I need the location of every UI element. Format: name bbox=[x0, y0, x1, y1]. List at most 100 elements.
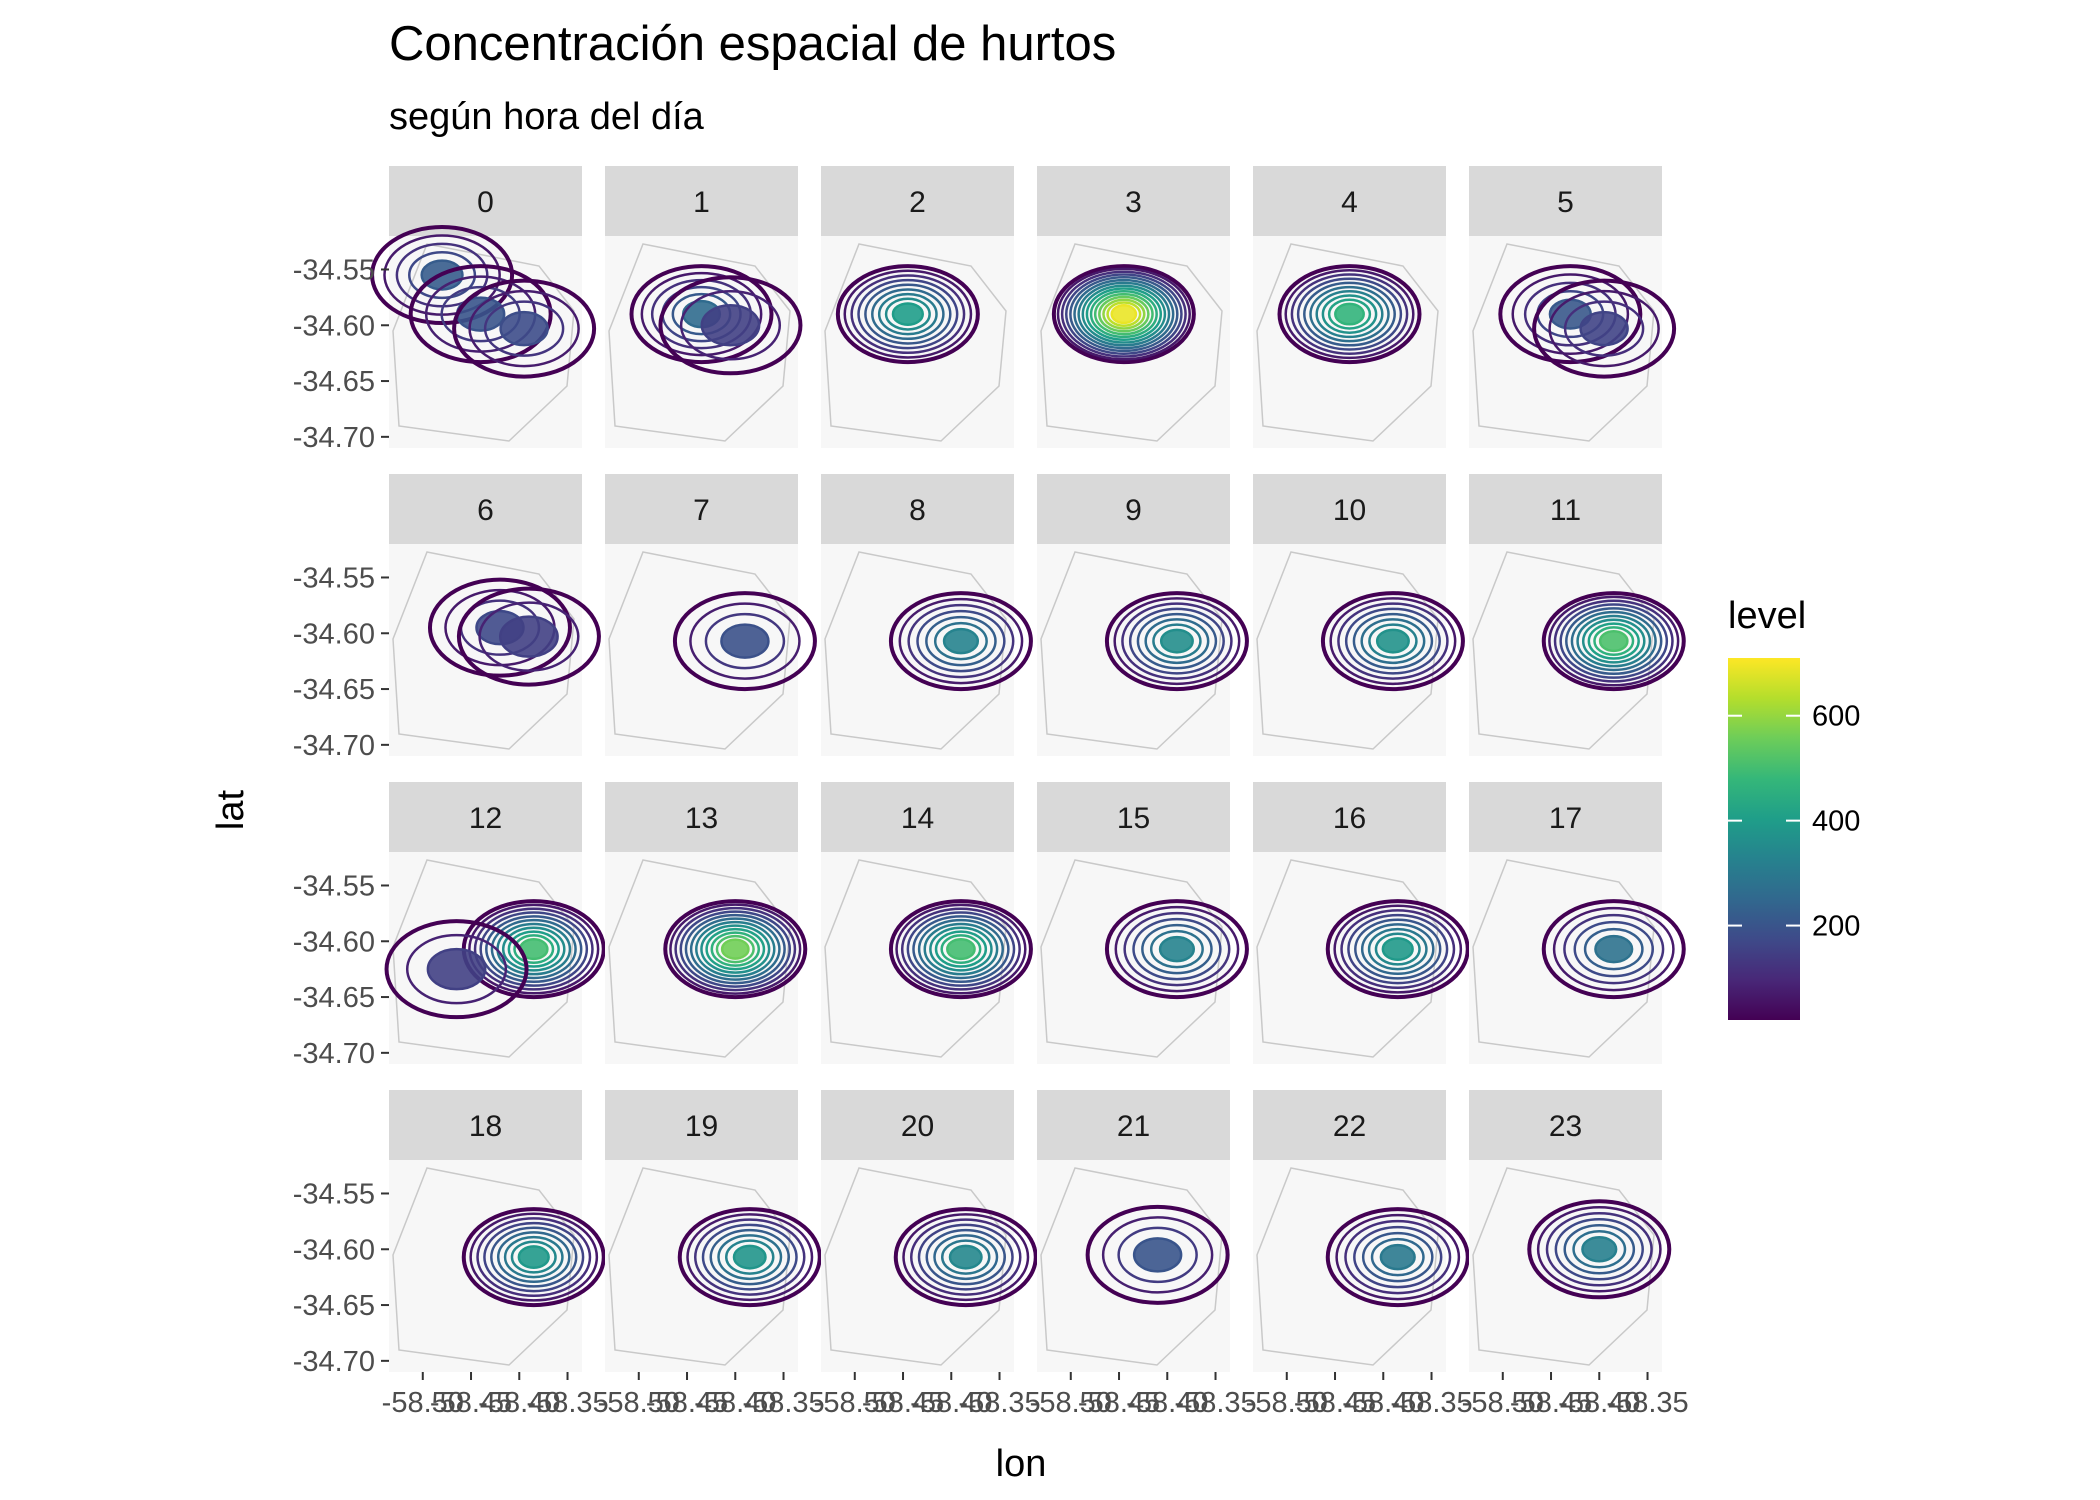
basemap-outline bbox=[1256, 243, 1439, 442]
contour-line bbox=[1159, 628, 1194, 654]
contour-line bbox=[1085, 287, 1163, 341]
legend-title: level bbox=[1728, 595, 1806, 637]
contour-line bbox=[700, 924, 771, 974]
facet-panel-22: 22 bbox=[1253, 1090, 1470, 1372]
chart-subtitle: según hora del día bbox=[389, 96, 705, 138]
contour-line bbox=[888, 899, 1033, 1000]
contour-line bbox=[871, 288, 945, 341]
contour-line bbox=[857, 278, 959, 350]
contour-line bbox=[669, 903, 802, 995]
contour-line bbox=[1132, 917, 1222, 981]
contour-line bbox=[1379, 1243, 1416, 1271]
contour-line bbox=[1069, 276, 1179, 353]
contour-line bbox=[891, 302, 924, 327]
facet-strip-label: 22 bbox=[1333, 1110, 1366, 1143]
facet-panel-14: 14 bbox=[821, 782, 1033, 1064]
contour-line bbox=[1123, 911, 1231, 987]
contour-line bbox=[663, 899, 808, 1000]
facet-strip bbox=[1253, 1090, 1446, 1160]
x-tick-label: -58.45 bbox=[430, 1387, 512, 1419]
contour-line bbox=[674, 906, 797, 992]
chart-title: Concentración espacial de hurtos bbox=[389, 17, 1116, 71]
contour-line bbox=[629, 264, 774, 365]
contour-line bbox=[898, 597, 1024, 685]
facet-strip bbox=[1469, 166, 1662, 236]
basemap-outline bbox=[1256, 859, 1439, 1058]
contour-line bbox=[1559, 603, 1669, 679]
contour-line bbox=[900, 907, 1021, 991]
facet-panel-23: 23 bbox=[1469, 1090, 1672, 1372]
basemap-outline bbox=[392, 243, 575, 442]
contour-line bbox=[1325, 899, 1470, 1000]
basemap-outline bbox=[1472, 551, 1655, 750]
x-tick-label: -58.40 bbox=[910, 1387, 992, 1419]
contour-line bbox=[684, 913, 786, 985]
contour-line bbox=[1511, 273, 1630, 355]
contour-line bbox=[1113, 597, 1241, 686]
contour-line bbox=[1527, 1199, 1672, 1300]
facet-panel-19: 19 bbox=[605, 1090, 822, 1372]
facet-strip bbox=[1037, 474, 1230, 544]
x-tick-label: -58.35 bbox=[1606, 1387, 1688, 1419]
map-background bbox=[1469, 1160, 1662, 1372]
basemap-outline bbox=[1256, 551, 1439, 750]
contour-line bbox=[907, 603, 1015, 679]
facet-panel-3: 3 bbox=[1037, 166, 1230, 448]
facet-panel-5: 5 bbox=[1469, 166, 1677, 448]
facet-strip-label: 20 bbox=[901, 1110, 934, 1143]
facet-strip bbox=[605, 1090, 798, 1160]
contour-line bbox=[1303, 281, 1396, 347]
facet-strip-label: 1 bbox=[693, 186, 710, 219]
contour-line bbox=[1081, 284, 1167, 344]
contour-line bbox=[384, 919, 529, 1020]
contour-line bbox=[906, 911, 1016, 987]
contour-line bbox=[917, 918, 1004, 980]
facet-panel-9: 9 bbox=[1037, 474, 1249, 756]
contour-line bbox=[942, 627, 980, 655]
contour-line bbox=[1532, 278, 1677, 379]
basemap-outline bbox=[608, 243, 791, 442]
facet-strip-label: 4 bbox=[1341, 186, 1358, 219]
y-tick-label: -34.55 bbox=[293, 870, 375, 902]
contour-line bbox=[1333, 904, 1463, 994]
legend-tick-label: 400 bbox=[1812, 806, 1860, 838]
contour-line bbox=[1360, 923, 1435, 975]
x-tick-label: -58.40 bbox=[1558, 1387, 1640, 1419]
x-tick-label: -58.50 bbox=[598, 1387, 680, 1419]
facet-panel-6: 6 bbox=[389, 474, 601, 756]
contour-line bbox=[1056, 267, 1191, 361]
x-tick-label: -58.35 bbox=[742, 1387, 824, 1419]
contour-line bbox=[720, 938, 750, 960]
contour-line bbox=[1136, 612, 1218, 670]
axes: -34.55 -34.60 -34.65 -34.70 -34.55 -34.60 -34.… bbox=[293, 254, 1689, 1419]
contour-line bbox=[1093, 292, 1154, 336]
y-tick-label: -34.60 bbox=[293, 1234, 375, 1266]
contour-line bbox=[507, 930, 560, 968]
contour-line bbox=[1085, 1204, 1230, 1305]
contour-line bbox=[1320, 591, 1465, 692]
facet-strip bbox=[1037, 166, 1230, 236]
contour-line bbox=[1121, 602, 1233, 680]
facet-panel-10: 10 bbox=[1253, 474, 1465, 756]
contour-line bbox=[483, 1221, 585, 1293]
x-tick-label: -58.40 bbox=[1126, 1387, 1208, 1419]
contour-line bbox=[701, 1223, 798, 1291]
contour-line bbox=[946, 938, 976, 961]
contour-line bbox=[1352, 612, 1434, 670]
contour-line bbox=[720, 623, 770, 659]
contour-line bbox=[1576, 614, 1652, 668]
contour-line bbox=[1144, 618, 1210, 665]
legend-ticks: 200 400 600 bbox=[1728, 701, 1860, 943]
facet-strip-label: 6 bbox=[477, 494, 494, 527]
basemap-outline bbox=[1472, 1167, 1655, 1366]
basemap-outline bbox=[1040, 859, 1223, 1058]
contour-line bbox=[912, 915, 1010, 984]
contour-line bbox=[1114, 905, 1240, 993]
contour-line bbox=[710, 931, 761, 967]
x-tick-label: -58.50 bbox=[814, 1387, 896, 1419]
contour-line bbox=[1110, 304, 1138, 325]
contour-line bbox=[1361, 1231, 1434, 1283]
contour-line bbox=[405, 933, 508, 1005]
contour-line bbox=[705, 927, 766, 971]
contour-line bbox=[1158, 935, 1196, 963]
